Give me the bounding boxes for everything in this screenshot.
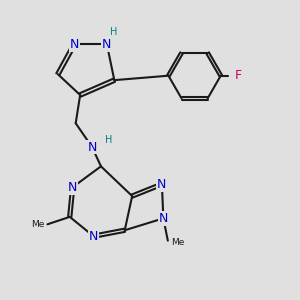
Text: Me: Me (31, 220, 45, 229)
Text: H: H (110, 27, 117, 37)
Text: N: N (159, 212, 168, 225)
Text: H: H (105, 136, 112, 146)
Text: N: N (68, 181, 77, 194)
Text: N: N (89, 230, 98, 243)
Text: Me: Me (171, 238, 184, 247)
Text: N: N (70, 38, 79, 51)
Text: N: N (87, 140, 97, 154)
Text: N: N (102, 38, 112, 51)
Text: N: N (157, 178, 167, 191)
Text: F: F (234, 69, 242, 82)
